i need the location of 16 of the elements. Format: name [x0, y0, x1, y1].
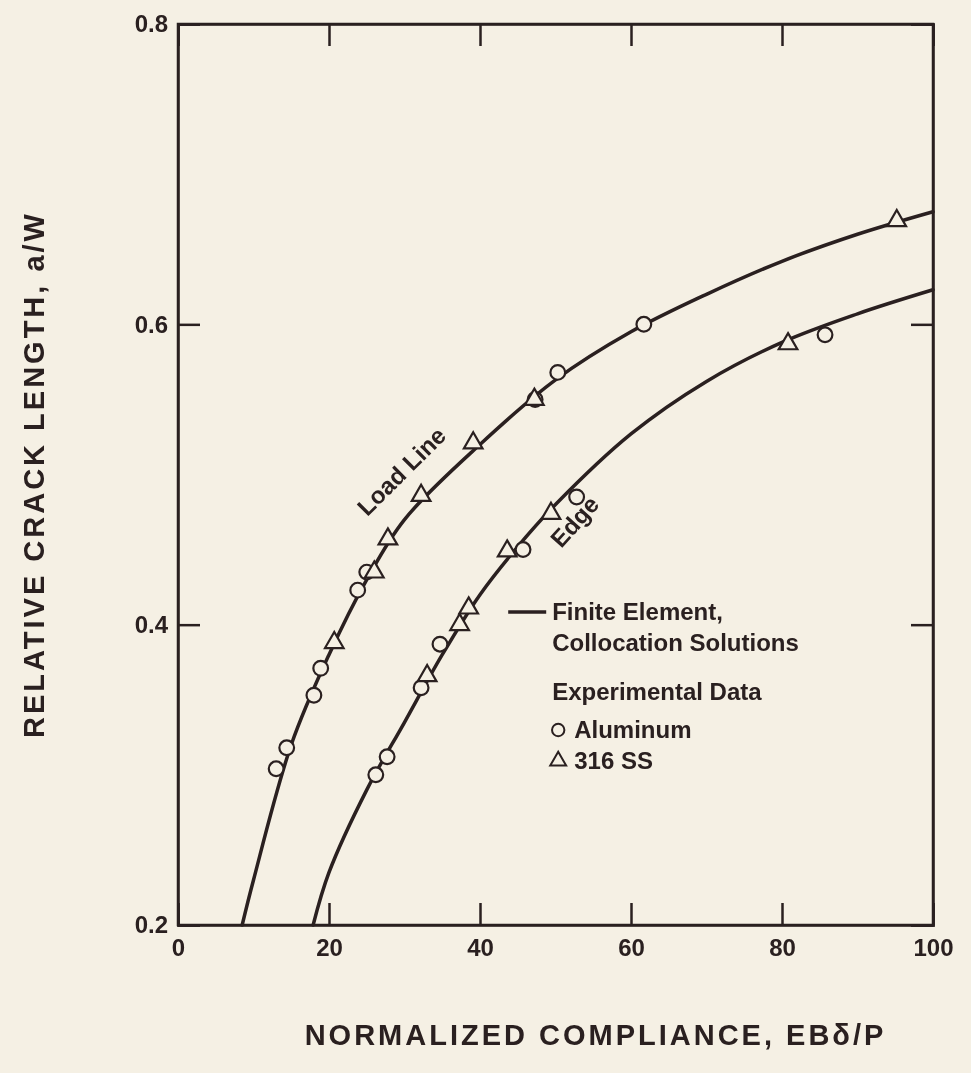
x-tick-label: 60: [618, 934, 645, 962]
y-tick-label: 0.2: [134, 911, 168, 939]
y-tick-label: 0.6: [134, 310, 168, 338]
x-axis-title: NORMALIZED COMPLIANCE, EBδ/P: [304, 1019, 887, 1051]
x-tick-label: 80: [769, 934, 796, 962]
x-tick-label: 40: [467, 934, 494, 962]
legend-title: Experimental Data: [552, 678, 763, 705]
legend-label: 316 SS: [574, 747, 653, 774]
annotation: Finite Element, Collocation Solutions: [552, 598, 799, 656]
legend-label: Aluminum: [574, 716, 692, 743]
x-tick-label: 100: [913, 934, 954, 962]
x-tick-label: 0: [171, 934, 186, 962]
y-tick-label: 0.4: [134, 610, 169, 638]
y-axis-title: RELATIVE CRACK LENGTH, a/W: [18, 211, 50, 738]
x-tick-label: 20: [316, 934, 343, 962]
y-tick-label: 0.8: [134, 10, 168, 38]
